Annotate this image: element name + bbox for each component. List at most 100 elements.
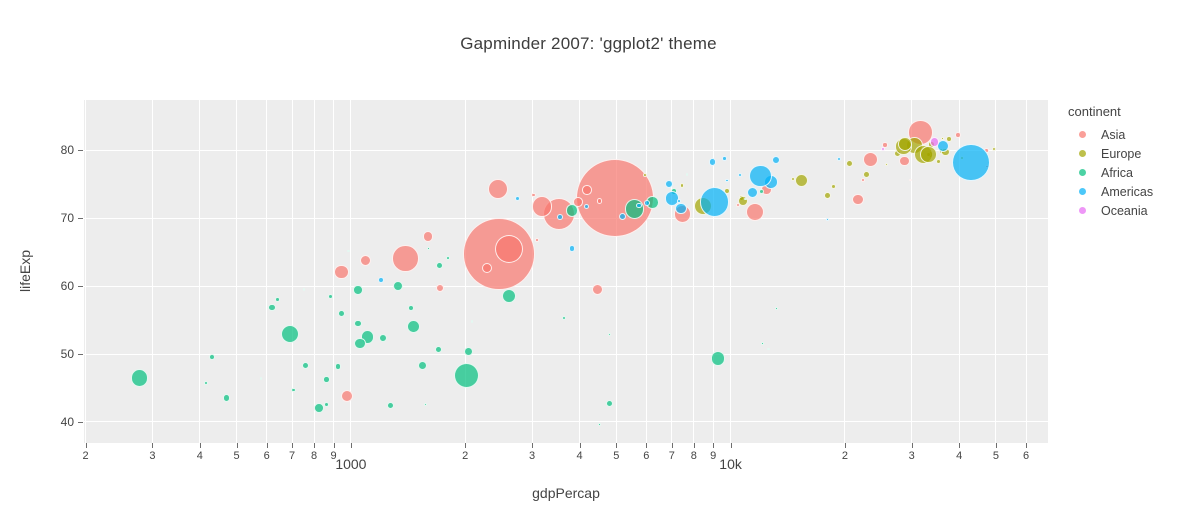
data-point-africa[interactable] bbox=[379, 334, 388, 343]
data-point-europe[interactable] bbox=[863, 170, 871, 178]
data-point-asia[interactable] bbox=[481, 262, 492, 273]
data-point-africa[interactable] bbox=[624, 199, 645, 219]
data-point-asia[interactable] bbox=[861, 177, 865, 182]
legend-item-americas[interactable]: Americas bbox=[1066, 182, 1153, 201]
data-point-asia[interactable] bbox=[435, 283, 444, 293]
data-point-oceania[interactable] bbox=[880, 146, 886, 152]
data-point-africa[interactable] bbox=[327, 294, 333, 300]
data-point-africa[interactable] bbox=[208, 353, 215, 360]
data-point-asia[interactable] bbox=[573, 197, 584, 207]
data-point-asia[interactable] bbox=[340, 389, 353, 402]
data-point-africa[interactable] bbox=[353, 285, 363, 295]
data-point-asia[interactable] bbox=[333, 264, 349, 280]
data-point-africa[interactable] bbox=[766, 347, 770, 351]
data-point-africa[interactable] bbox=[130, 369, 149, 387]
data-point-africa[interactable] bbox=[501, 288, 516, 303]
data-point-europe[interactable] bbox=[642, 172, 647, 177]
data-point-africa[interactable] bbox=[280, 324, 300, 344]
data-point-americas[interactable] bbox=[746, 187, 758, 199]
data-point-asia[interactable] bbox=[535, 238, 540, 242]
data-point-asia[interactable] bbox=[359, 254, 372, 267]
data-point-africa[interactable] bbox=[435, 261, 444, 270]
data-point-africa[interactable] bbox=[775, 306, 778, 310]
data-point-africa[interactable] bbox=[407, 319, 421, 333]
data-point-africa[interactable] bbox=[470, 320, 474, 323]
data-point-africa[interactable] bbox=[347, 249, 350, 253]
data-point-asia[interactable] bbox=[596, 198, 603, 204]
data-point-africa[interactable] bbox=[464, 346, 474, 356]
data-point-africa[interactable] bbox=[453, 362, 479, 388]
data-point-africa[interactable] bbox=[392, 280, 403, 292]
data-point-africa[interactable] bbox=[323, 401, 330, 408]
data-point-africa[interactable] bbox=[203, 381, 208, 386]
data-point-asia[interactable] bbox=[862, 152, 878, 168]
data-point-africa[interactable] bbox=[761, 341, 765, 345]
data-point-europe[interactable] bbox=[845, 159, 853, 167]
data-point-americas[interactable] bbox=[738, 172, 743, 177]
data-point-africa[interactable] bbox=[386, 402, 395, 410]
data-point-americas[interactable] bbox=[722, 156, 727, 161]
data-point-europe[interactable] bbox=[898, 137, 912, 151]
data-point-europe[interactable] bbox=[831, 184, 837, 190]
data-point-europe[interactable] bbox=[991, 146, 997, 152]
data-point-americas[interactable] bbox=[937, 139, 950, 153]
legend-item-africa[interactable]: Africa bbox=[1066, 163, 1153, 182]
data-point-africa[interactable] bbox=[608, 332, 612, 336]
data-point-asia[interactable] bbox=[592, 283, 604, 295]
data-point-americas[interactable] bbox=[515, 195, 521, 202]
data-point-africa[interactable] bbox=[259, 377, 263, 380]
data-point-oceania[interactable] bbox=[929, 136, 940, 147]
data-point-africa[interactable] bbox=[268, 303, 276, 312]
data-point-europe[interactable] bbox=[824, 192, 831, 199]
data-point-europe[interactable] bbox=[945, 135, 952, 142]
data-point-americas[interactable] bbox=[675, 202, 687, 215]
data-point-africa[interactable] bbox=[302, 288, 306, 292]
data-point-africa[interactable] bbox=[275, 297, 281, 302]
data-point-africa[interactable] bbox=[565, 204, 579, 217]
legend-item-europe[interactable]: Europe bbox=[1066, 144, 1153, 163]
data-point-americas[interactable] bbox=[826, 218, 829, 221]
data-point-asia[interactable] bbox=[531, 196, 553, 217]
data-point-asia[interactable] bbox=[392, 245, 419, 272]
data-point-africa[interactable] bbox=[418, 360, 428, 370]
data-point-americas[interactable] bbox=[583, 203, 590, 210]
data-point-asia[interactable] bbox=[488, 179, 508, 200]
data-point-europe[interactable] bbox=[679, 182, 685, 188]
data-point-americas[interactable] bbox=[664, 180, 673, 189]
data-point-asia[interactable] bbox=[852, 193, 864, 205]
data-point-africa[interactable] bbox=[337, 309, 345, 317]
data-point-americas[interactable] bbox=[699, 187, 730, 217]
data-point-asia[interactable] bbox=[955, 132, 961, 139]
data-point-americas[interactable] bbox=[952, 143, 990, 181]
data-point-africa[interactable] bbox=[423, 402, 427, 406]
data-point-americas[interactable] bbox=[618, 212, 627, 221]
data-point-americas[interactable] bbox=[378, 276, 385, 283]
data-point-americas[interactable] bbox=[708, 158, 716, 166]
data-point-europe[interactable] bbox=[920, 145, 937, 163]
data-point-asia[interactable] bbox=[494, 234, 523, 263]
data-point-europe[interactable] bbox=[941, 137, 944, 140]
data-point-asia[interactable] bbox=[582, 185, 592, 195]
data-point-americas[interactable] bbox=[677, 198, 681, 203]
data-point-americas[interactable] bbox=[771, 155, 781, 165]
data-point-africa[interactable] bbox=[314, 403, 324, 413]
plot-area[interactable] bbox=[84, 100, 1048, 443]
data-point-africa[interactable] bbox=[710, 351, 726, 366]
data-point-asia[interactable] bbox=[575, 159, 654, 238]
data-point-africa[interactable] bbox=[758, 188, 765, 194]
data-point-americas[interactable] bbox=[568, 245, 576, 252]
data-point-americas[interactable] bbox=[664, 191, 680, 206]
data-point-africa[interactable] bbox=[301, 361, 310, 370]
data-point-europe[interactable] bbox=[795, 173, 809, 188]
data-point-americas[interactable] bbox=[837, 156, 842, 161]
data-point-africa[interactable] bbox=[426, 247, 430, 250]
data-point-africa[interactable] bbox=[335, 363, 342, 370]
data-point-europe[interactable] bbox=[738, 196, 749, 207]
data-point-americas[interactable] bbox=[556, 213, 563, 220]
data-point-africa[interactable] bbox=[685, 173, 689, 176]
data-point-africa[interactable] bbox=[291, 387, 296, 392]
data-point-americas[interactable] bbox=[643, 199, 651, 207]
data-point-africa[interactable] bbox=[222, 394, 231, 402]
data-point-africa[interactable] bbox=[446, 255, 451, 260]
data-point-asia[interactable] bbox=[899, 155, 910, 167]
